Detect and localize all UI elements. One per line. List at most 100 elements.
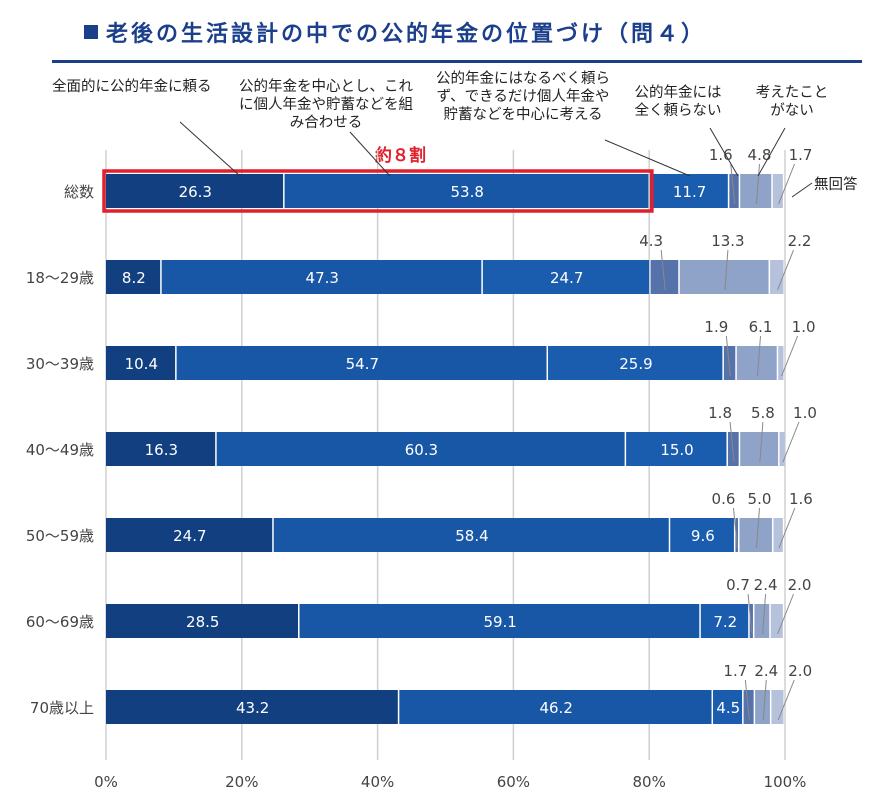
bar-segment [299, 604, 700, 638]
leader-line [724, 249, 729, 291]
bar-segment [736, 346, 777, 380]
bar-segment [773, 518, 783, 552]
category-label: 50〜59歳 [26, 527, 94, 545]
leader-line [660, 249, 666, 291]
data-label: 5.0 [748, 490, 772, 508]
data-label: 1.8 [708, 404, 732, 422]
data-label: 1.0 [793, 404, 817, 422]
data-label: 7.2 [713, 613, 737, 631]
category-label: 40〜49歳 [26, 441, 94, 459]
data-label: 1.6 [789, 490, 813, 508]
data-label: 24.7 [550, 269, 583, 287]
data-label: 11.7 [673, 183, 706, 201]
data-label: 25.9 [619, 355, 652, 373]
leader-line [755, 163, 760, 205]
leader-line [757, 335, 761, 377]
bar-segment [626, 432, 727, 466]
data-label: 46.2 [539, 699, 572, 717]
bar-segment [106, 604, 299, 638]
x-tick-label: 20% [225, 773, 258, 791]
bar-segment [548, 346, 723, 380]
leader-line [755, 507, 760, 549]
bar-segment [743, 690, 754, 724]
chart-title-text: 老後の生活設計の中での公的年金の位置づけ（問４） [106, 22, 707, 47]
leader-line [730, 163, 736, 205]
bar-segment [755, 690, 770, 724]
bar-segment [273, 518, 669, 552]
data-label: 1.7 [723, 662, 747, 680]
x-tick-label: 80% [633, 773, 666, 791]
data-label: 47.3 [306, 269, 339, 287]
data-label: 53.8 [451, 183, 484, 201]
data-label: 4.3 [639, 232, 663, 250]
highlight-label: 約８割 [375, 146, 426, 166]
data-label: 8.2 [122, 269, 146, 287]
bar-segment [754, 604, 770, 638]
bar-segment [727, 432, 739, 466]
legend-label-3: 公的年金にはなるべく頼らず、できるだけ個人年金や貯蓄などを中心に考える [436, 71, 610, 123]
bar-segment [106, 174, 284, 208]
leader-line [777, 593, 794, 635]
bar-segment [106, 690, 398, 724]
bar-segment [729, 174, 739, 208]
data-label: 5.8 [751, 404, 775, 422]
bar-segment [106, 260, 161, 294]
bar-segment [216, 432, 625, 466]
bar-segment [740, 174, 772, 208]
category-label: 総数 [64, 183, 94, 201]
data-label: 4.8 [748, 146, 772, 164]
leader-line [778, 507, 796, 549]
bar-segment [650, 260, 679, 294]
legend-label-4: 公的年金には全く頼らない [634, 85, 722, 119]
bar-segment [284, 174, 649, 208]
category-label: 18〜29歳 [26, 269, 94, 287]
data-label: 2.4 [754, 576, 778, 594]
bar-segment [713, 690, 743, 724]
data-label: 58.4 [455, 527, 488, 545]
category-label: 70歳以上 [30, 699, 94, 717]
legend-label-6: 無回答 [814, 177, 858, 193]
data-label: 4.5 [716, 699, 740, 717]
leader-line [777, 679, 795, 721]
highlight-box [102, 169, 654, 213]
bar-segment [749, 604, 753, 638]
bar-segment [739, 518, 772, 552]
data-label: 0.7 [726, 576, 750, 594]
bar-segment [723, 346, 736, 380]
data-label: 60.3 [405, 441, 438, 459]
x-tick-label: 40% [361, 773, 394, 791]
data-label: 2.4 [754, 662, 778, 680]
bar-segment [649, 174, 728, 208]
bar-segment [106, 518, 273, 552]
bar-segment [106, 432, 216, 466]
data-label: 1.6 [709, 146, 733, 164]
category-label: 60〜69歳 [26, 613, 94, 631]
bar-segment [670, 518, 734, 552]
bar-segment [700, 604, 749, 638]
data-label: 59.1 [483, 613, 516, 631]
callout-line [791, 182, 813, 198]
data-label: 26.3 [179, 183, 212, 201]
data-label: 6.1 [749, 318, 773, 336]
callout-line [604, 139, 691, 177]
bar-segment [770, 260, 784, 294]
bar-segment [779, 432, 785, 466]
bar-segment [778, 346, 784, 380]
data-label: 54.7 [346, 355, 379, 373]
leader-line [725, 335, 731, 377]
bar-segment [482, 260, 650, 294]
bar-segment [399, 690, 712, 724]
callout-line [349, 131, 391, 177]
leader-line [777, 249, 794, 291]
legend-label-2: 公的年金を中心とし、これに個人年金や貯蓄などを組み合わせる [239, 79, 413, 131]
data-label: 43.2 [236, 699, 269, 717]
bar-segment [161, 260, 482, 294]
title-underline [52, 60, 862, 63]
x-tick-label: 60% [497, 773, 530, 791]
data-label: 1.9 [704, 318, 728, 336]
bar-segment [740, 432, 779, 466]
leader-line [778, 163, 796, 205]
x-tick-label: 0% [94, 773, 118, 791]
bar-segment [770, 604, 783, 638]
